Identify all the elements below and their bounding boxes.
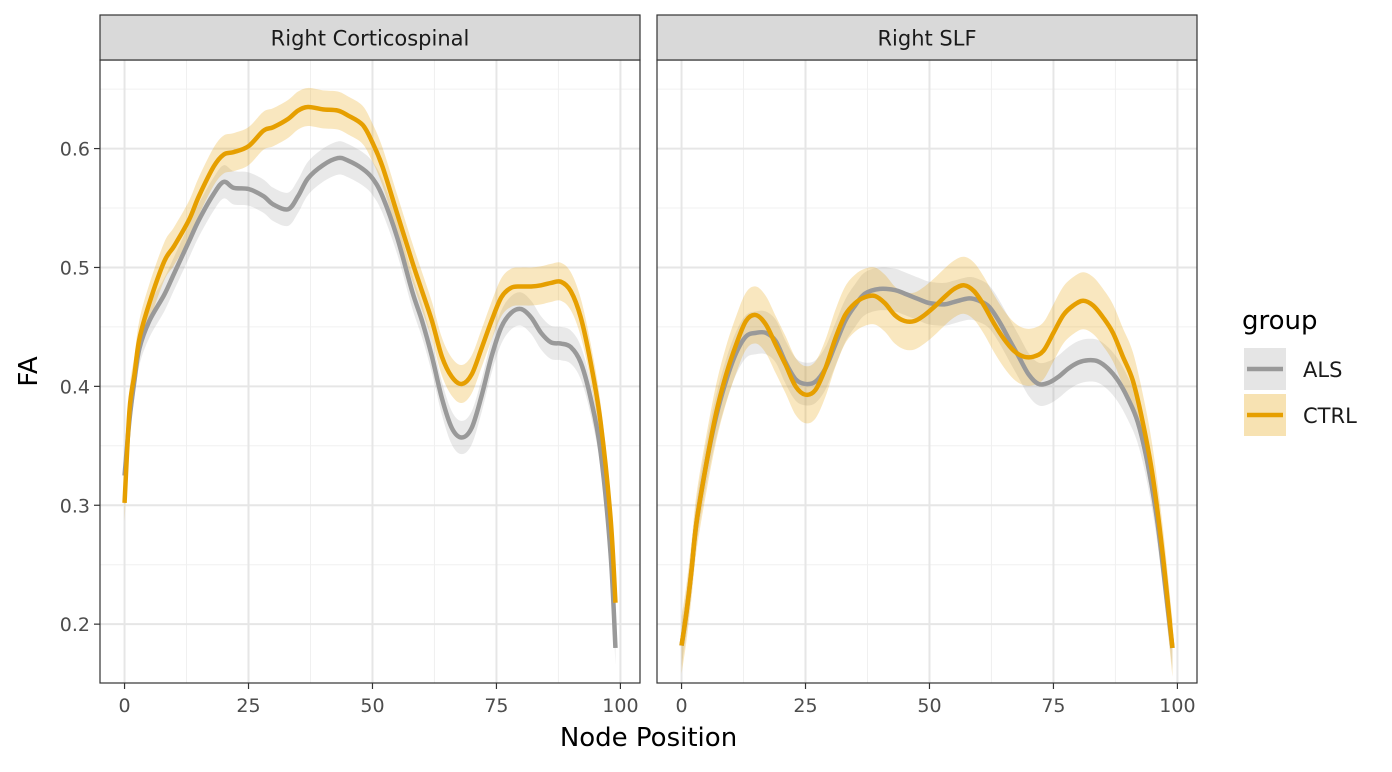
y-axis-tick-label: 0.4 xyxy=(60,376,90,398)
ribbon-ctrl xyxy=(681,256,1173,677)
legend-label-als: ALS xyxy=(1303,358,1342,382)
series-line-als xyxy=(679,286,1175,649)
facet-strip-label: Right SLF xyxy=(877,27,976,51)
x-axis-tick-label: 75 xyxy=(1041,695,1065,717)
panel-0: Right Corticospinal 0 25 50 75 100 0.2 0.3 0.4 0.… xyxy=(60,14,641,717)
panel-background xyxy=(100,60,640,683)
legend-label-ctrl: CTRL xyxy=(1303,404,1357,428)
legend-title: group xyxy=(1242,306,1318,336)
x-axis-tick-label: 75 xyxy=(484,695,508,717)
y-axis-tick-label: 0.2 xyxy=(60,614,90,636)
x-axis-tick-label: 25 xyxy=(236,695,260,717)
facet-strip xyxy=(656,14,1198,61)
series-line-als xyxy=(122,155,618,649)
y-axis-title: FA xyxy=(14,356,44,387)
x-axis-tick-label: 0 xyxy=(675,695,687,717)
x-axis-tick-label: 50 xyxy=(917,695,941,717)
panel-1: Right SLF 0 25 50 75 100 xyxy=(656,14,1198,717)
x-axis-tick-label: 0 xyxy=(118,695,130,717)
x-axis-title: Node Position xyxy=(560,723,737,753)
x-axis-tick-label: 100 xyxy=(1159,695,1195,717)
series-line-ctrl xyxy=(679,283,1175,649)
x-axis-tick-label: 100 xyxy=(602,695,638,717)
y-axis-tick-label: 0.3 xyxy=(60,495,90,517)
ribbon-als xyxy=(681,267,1173,670)
y-axis-tick-label: 0.6 xyxy=(60,139,90,161)
facet-strip xyxy=(99,14,641,61)
x-axis-tick-label: 50 xyxy=(360,695,384,717)
y-axis-tick-label: 0.5 xyxy=(60,257,90,279)
facet-strip-label: Right Corticospinal xyxy=(271,27,470,51)
legend: group ALS CTRL xyxy=(1242,306,1357,436)
x-axis-tick-label: 25 xyxy=(793,695,817,717)
panel-background xyxy=(657,60,1197,683)
series-line-ctrl xyxy=(122,104,618,603)
